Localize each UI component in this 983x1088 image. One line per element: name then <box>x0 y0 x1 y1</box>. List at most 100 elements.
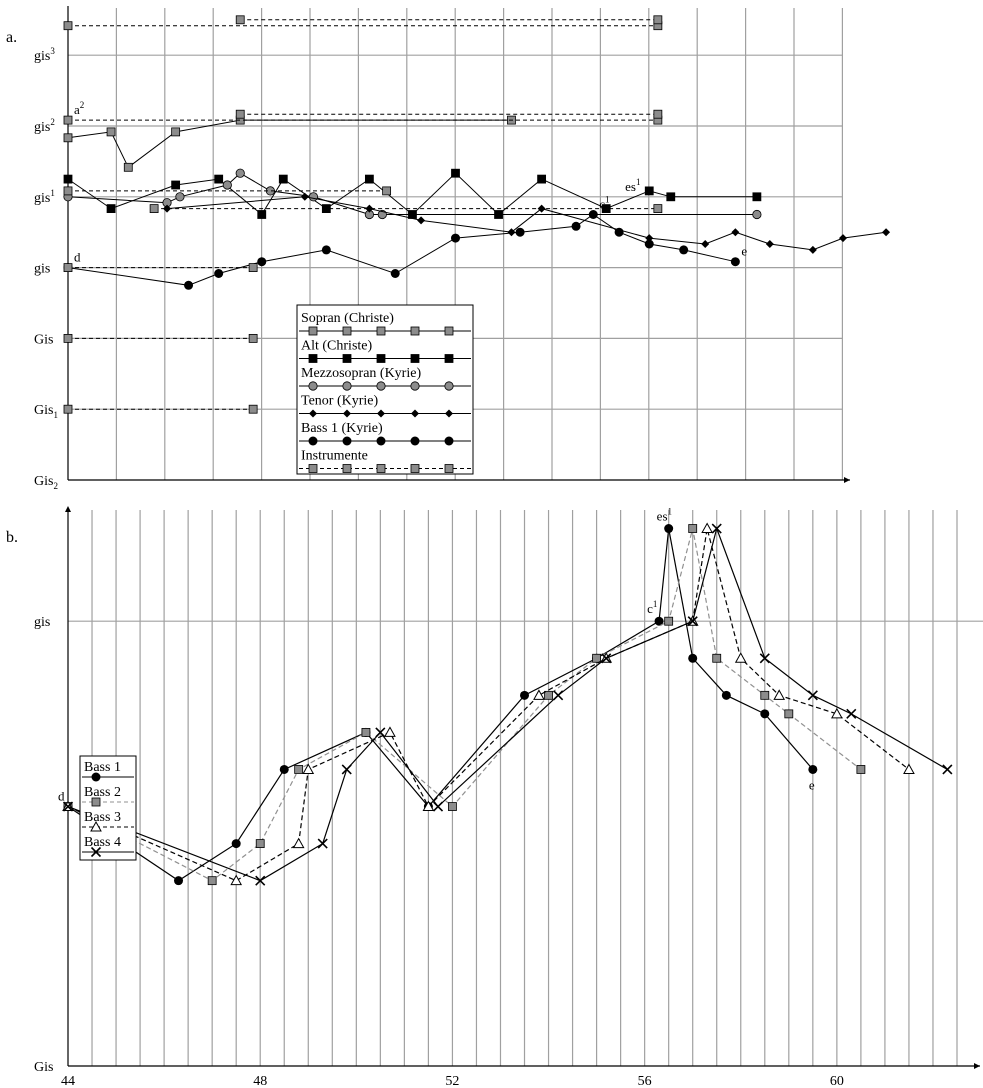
panel-a-legend-marker <box>376 436 386 446</box>
panel-a-point <box>214 174 224 184</box>
panel-b-point <box>544 690 553 700</box>
panel-b-point <box>784 709 794 719</box>
panel-b-annotation: c1 <box>647 599 657 616</box>
panel-b-point-b <box>62 801 74 812</box>
panel-a-point <box>731 228 740 237</box>
panel-b-legend-label: Bass 4 <box>84 835 121 850</box>
panel-b-series <box>62 522 953 886</box>
panel-b-point <box>734 652 747 663</box>
panel-b-point <box>520 690 530 700</box>
panel-a-y-tick-label-base: gis <box>34 191 50 206</box>
panel-b-point <box>760 709 770 719</box>
panel-b-point <box>856 765 866 774</box>
panel-b-point-b <box>807 690 818 701</box>
panel-b-point <box>553 690 564 701</box>
panel-b-point-b <box>601 653 612 664</box>
panel-b-point <box>292 837 305 849</box>
panel-a-point <box>63 174 73 184</box>
panel-a-legend-label: Bass 1 (Kyrie) <box>301 421 383 436</box>
panel-b-point <box>255 839 265 848</box>
panel-a-y-tick-label: gis3 <box>34 46 55 64</box>
panel-a-series-4 <box>163 192 891 254</box>
panel-a-point <box>63 133 73 143</box>
panel-a-point <box>149 204 159 214</box>
panel-a-y-tick-label: Gis <box>34 332 53 347</box>
panel-a-point <box>537 174 547 184</box>
panel-b-point <box>341 764 352 775</box>
panel-a-y-tick-label-base: gis <box>34 49 50 64</box>
panel-a-legend-marker <box>376 354 386 363</box>
panel-a-legend-label: Tenor (Kyrie) <box>301 394 378 409</box>
panel-a-legend-marker <box>410 326 420 336</box>
panel-b-axes <box>65 506 980 1069</box>
panel-a-legend-marker <box>308 436 318 446</box>
panel-a-point <box>300 192 309 201</box>
panel-a-y-tick-label: gis2 <box>34 117 55 135</box>
panel-b-point <box>760 690 770 700</box>
panel-a-annotation-base: d <box>74 250 81 265</box>
panel-a-legend-marker <box>444 436 454 446</box>
panel-a-point <box>839 234 847 243</box>
panel-a-y-tick-label-base: gis <box>34 120 50 135</box>
panel-a-legend-label: Sopran (Christe) <box>301 311 394 326</box>
panel-a-legend-marker <box>445 409 453 418</box>
panel-b-x-tick-label: 56 <box>638 1074 652 1088</box>
panel-a-legend-label: Instrumente <box>301 449 368 464</box>
panel-b-point <box>302 763 315 774</box>
panel-b-legend-marker <box>91 772 101 782</box>
panel-b-point <box>808 764 818 774</box>
panel-a-y-tick-label-base: gis <box>34 262 50 277</box>
panel-b-legend: Bass 1 Bass 2 Bass 3 Bass 4 <box>79 755 137 861</box>
panel-b-legend-marker <box>91 797 101 807</box>
panel-b-annotation-sup: 1 <box>668 507 673 517</box>
panel-a-y-tick-label: Gis2 <box>34 474 58 491</box>
panel-b-point-b <box>942 764 953 775</box>
panel-a-point <box>106 127 116 137</box>
panel-b-point <box>903 763 915 774</box>
panel-b-point <box>422 800 435 812</box>
panel-a-y-tick-label: gis1 <box>34 188 55 206</box>
panel-b-point <box>687 616 698 627</box>
panel-a-point <box>701 240 710 248</box>
panel-a-legend-marker <box>444 381 454 391</box>
panel-a-annotation: es1 <box>625 177 640 194</box>
panel-b-series-3 <box>62 522 915 886</box>
panel-a-y-tick-label-sup: 2 <box>50 117 55 127</box>
panel-a-annotation: c1 <box>599 195 609 212</box>
panel-a-legend-marker <box>308 464 318 473</box>
panel-b-point-b <box>846 708 857 719</box>
panel-b-point <box>688 524 698 533</box>
panel-b-series-line <box>67 528 910 882</box>
panel-a-legend-marker <box>410 464 420 473</box>
panel-a-point <box>451 233 460 243</box>
panel-b-series-line <box>67 528 862 882</box>
panel-a-point <box>614 227 624 237</box>
panel-a-legend-marker <box>308 354 318 363</box>
panel-a-annotation: a2 <box>74 100 84 117</box>
panel-b-point <box>231 839 241 849</box>
panel-b-x-tick-label: 44 <box>61 1074 75 1088</box>
panel-b-y-tick-labels: Gis gis <box>34 615 53 1075</box>
panel-b-annotation: e <box>809 777 815 792</box>
panel-b-point <box>601 653 612 664</box>
panel-a-series <box>63 15 891 414</box>
panel-a-point <box>390 269 400 278</box>
panel-a-point <box>451 168 460 178</box>
panel-a-point <box>515 227 525 237</box>
panel-b-point <box>664 524 674 534</box>
panel-b-point <box>230 874 243 886</box>
panel-a-legend-marker <box>444 326 454 336</box>
panel-a-point <box>679 245 689 255</box>
panel-b-point <box>384 726 396 737</box>
panel-b-point-b <box>375 727 386 738</box>
panel-b-point <box>533 689 545 700</box>
panel-a-series-line <box>166 196 887 251</box>
panel-a-annotation-sup: 1 <box>636 177 641 187</box>
panel-b-point-b <box>341 764 352 775</box>
panel-a-point <box>63 115 73 125</box>
panel-a-annotation: e <box>741 244 747 259</box>
